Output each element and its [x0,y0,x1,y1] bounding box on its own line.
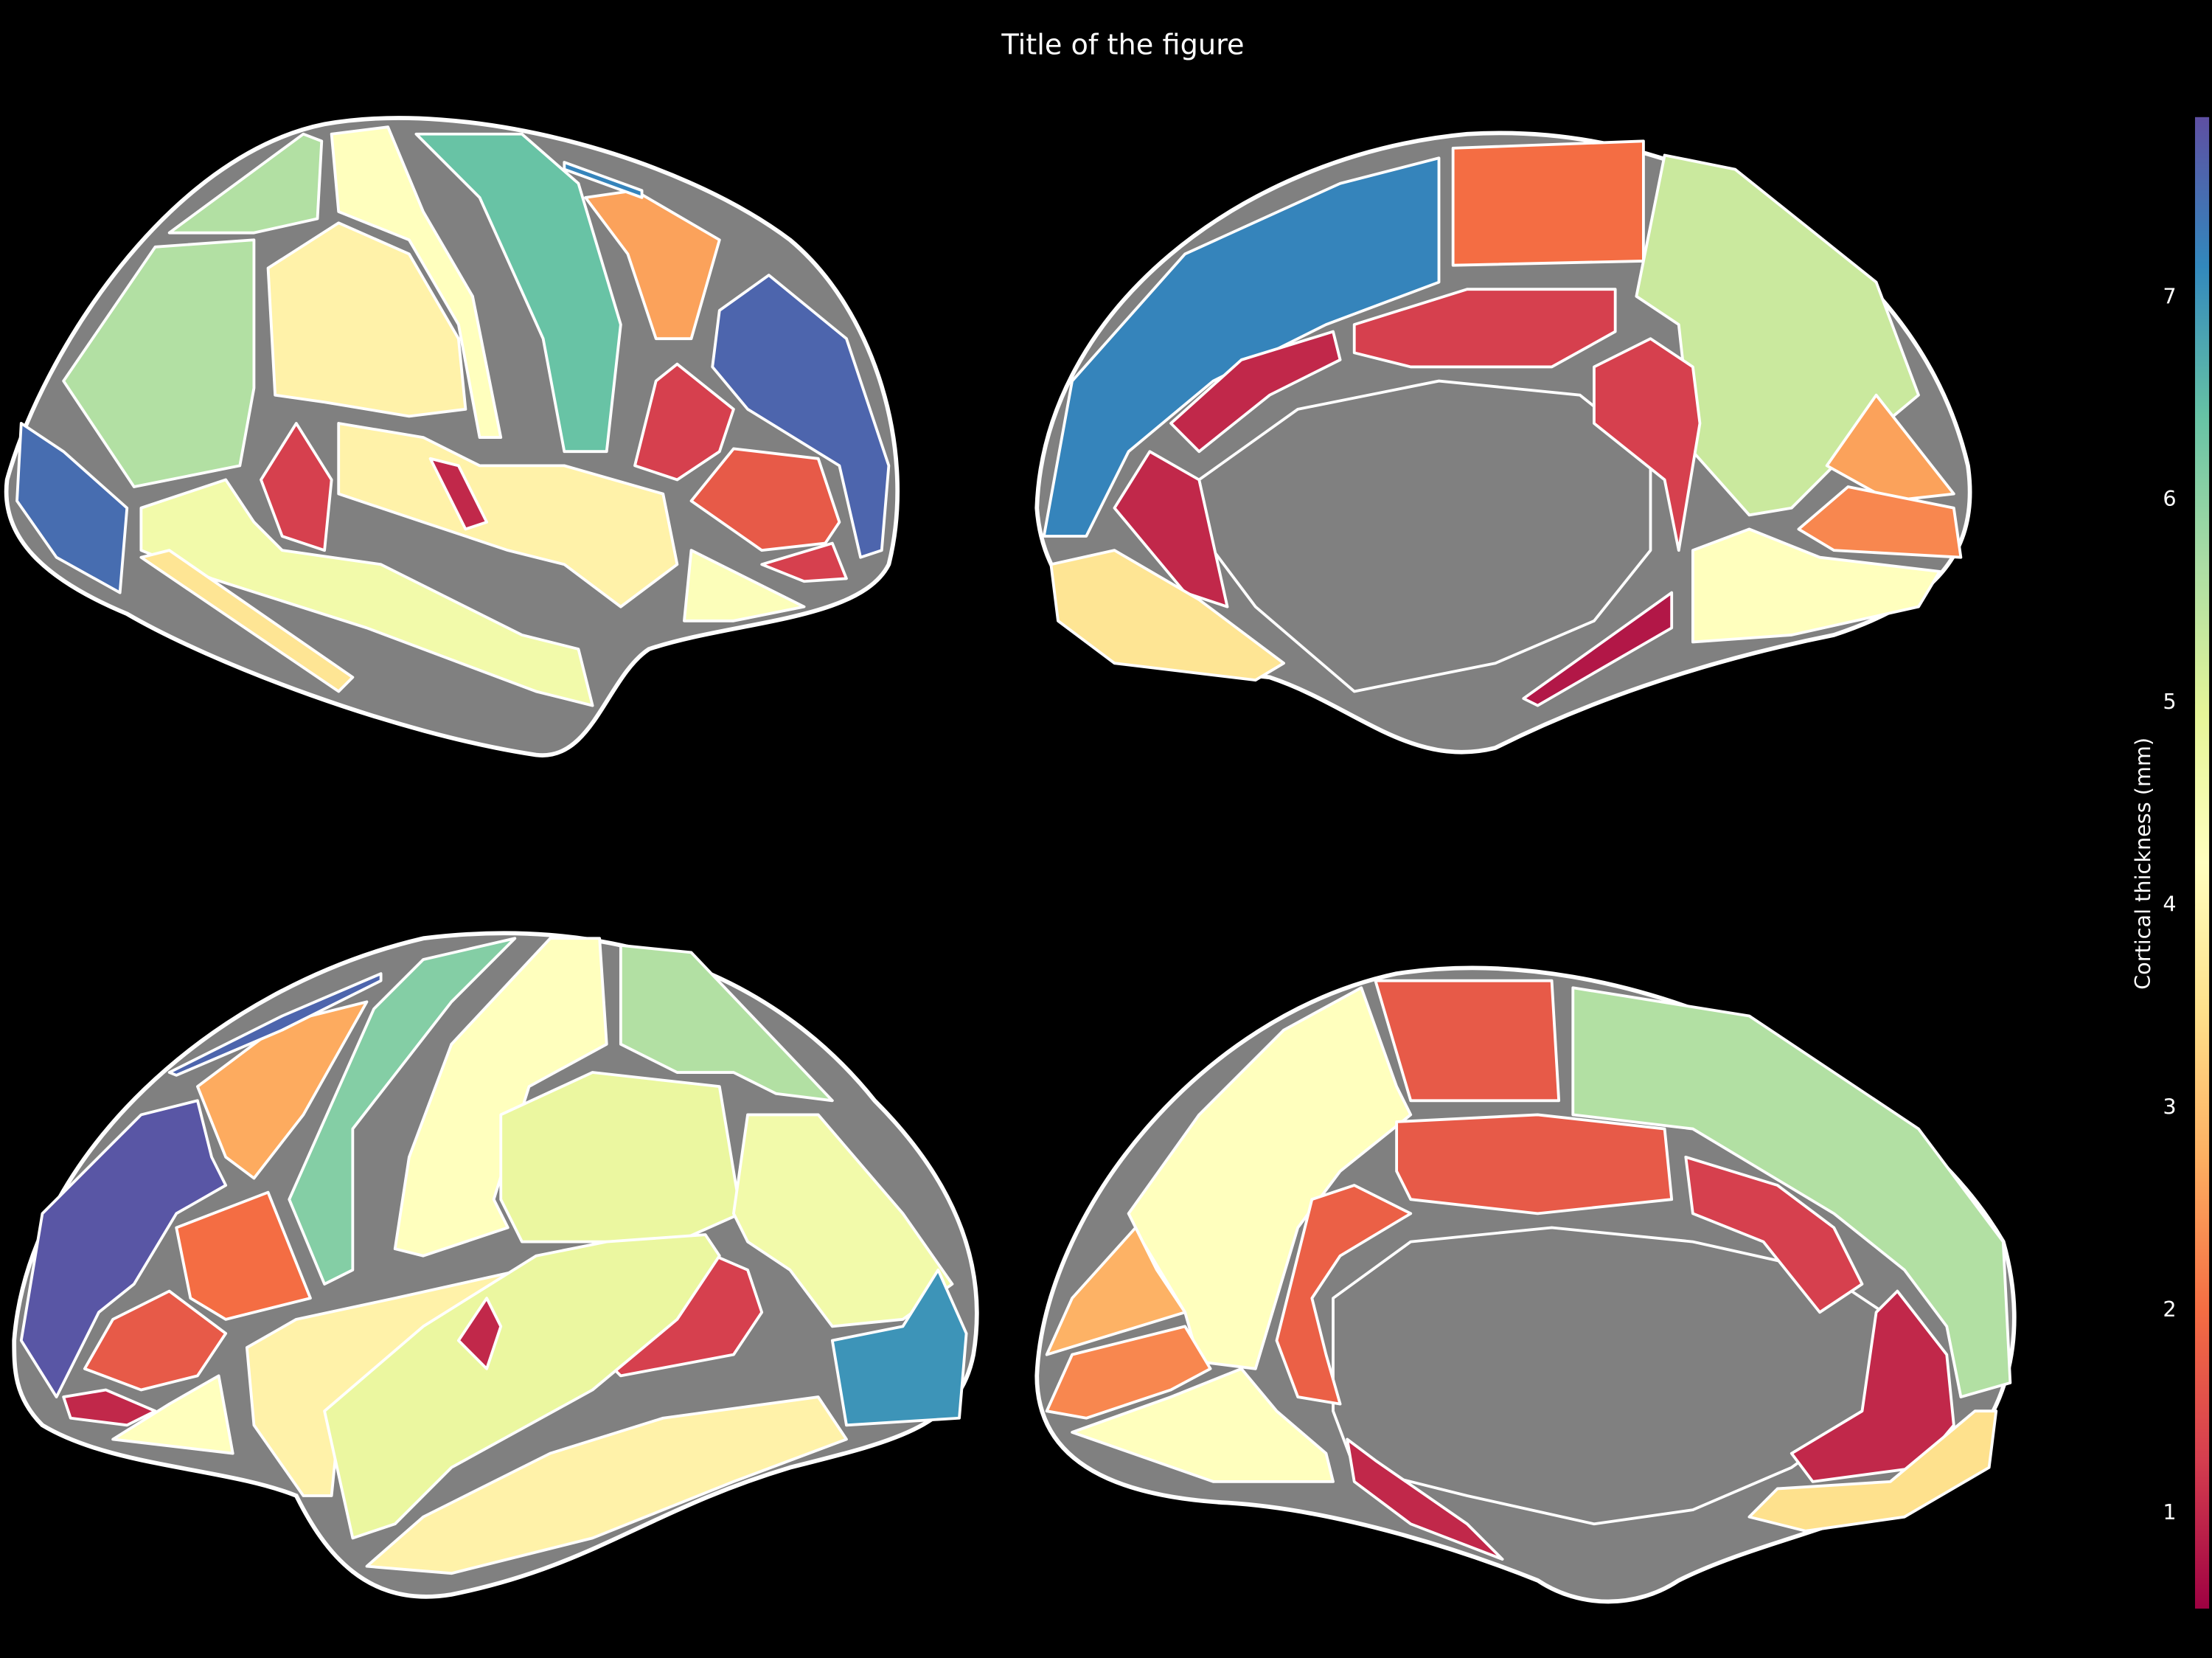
brain-region [175,1190,312,1321]
brain-region [830,1268,968,1427]
brain-region [1042,156,1441,538]
brain-region [1825,393,1955,503]
brain-region [499,1071,742,1244]
colorbar-tick-label: 1 [2163,1499,2176,1525]
colorbar-tick-label: 3 [2163,1094,2176,1119]
brain-region [428,457,489,531]
medial-wall [1197,379,1652,693]
brain-view [12,931,979,1599]
colorbar-label: Cortical thickness (mm) [2130,738,2155,990]
brain-views [4,116,2017,1604]
brain-region [456,1297,503,1370]
colorbar: 1 2 3 4 5 6 7 [2163,117,2210,1609]
brain-view [4,116,900,757]
brain-region [167,132,324,235]
brain-region [167,972,383,1077]
brain-region [62,238,256,488]
brain-region [19,1099,228,1398]
brain-view [1034,965,2017,1604]
colorbar-tick-label: 7 [2163,283,2176,308]
brain-region [266,221,467,418]
brain-region [330,125,503,440]
colorbar-tick-label: 2 [2163,1297,2176,1322]
brain-region [563,161,644,199]
brain-region [288,937,517,1286]
brain-region [139,549,355,693]
brain-region [1571,986,2012,1398]
brain-region [1169,330,1342,454]
brain-region [1049,549,1285,682]
brain-region [62,1388,157,1427]
brain-region [365,1395,848,1575]
brain-region [1635,153,1920,517]
brain-region [260,422,333,552]
colorbar-gradient [2194,117,2210,1609]
brain-region [83,1289,228,1392]
brain-region [760,541,848,583]
brain-region [1045,1226,1187,1356]
brain-region [1395,1113,1674,1215]
brain-region [1346,1437,1504,1561]
brain-region [689,447,841,552]
brain-region [732,1113,954,1328]
brain-view [1034,131,1972,755]
brain-region [111,1374,234,1455]
brain-region [633,362,735,482]
brain-region [1684,1155,1864,1314]
brain-region [1374,979,1561,1103]
brain-region [1451,139,1645,267]
colorbar-tick-label: 6 [2163,486,2176,511]
brain-region [1747,1409,1998,1533]
brain-region [15,422,129,594]
colorbar-tick-label: 4 [2163,892,2176,917]
brain-region [1691,527,1941,644]
brain-region [1113,450,1229,608]
brain-region [393,937,608,1258]
brain-region [1352,288,1617,369]
brain-region [1071,1367,1335,1483]
brain-region [711,274,891,559]
brain-region [1522,591,1674,707]
brain-region [337,422,679,608]
brain-region [683,549,806,622]
figure-title: Title of the figure [1001,29,1244,62]
colorbar-tick-label: 5 [2163,689,2176,714]
brain-region [1275,1184,1413,1406]
brain-region [323,1233,721,1540]
brain-region [1797,485,1963,559]
brain-region [414,132,622,454]
brain-region [1593,337,1702,552]
brain-region [619,943,834,1103]
brain-region [1045,1325,1212,1420]
